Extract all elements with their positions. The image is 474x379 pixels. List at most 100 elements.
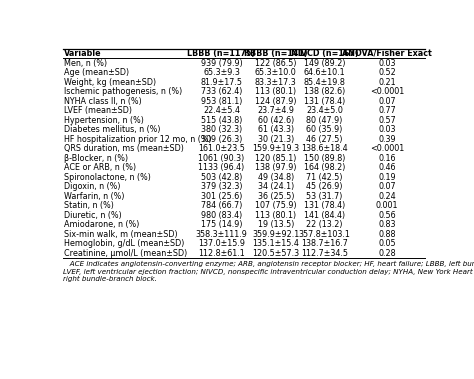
Text: 120 (85.1): 120 (85.1) — [255, 154, 296, 163]
Text: right bundle-branch block.: right bundle-branch block. — [63, 276, 157, 282]
Text: 138.7±16.7: 138.7±16.7 — [301, 240, 348, 248]
Text: Ischemic pathogenesis, n (%): Ischemic pathogenesis, n (%) — [64, 87, 182, 96]
Text: ACE indicates angiotensin-converting enzyme; ARB, angiotensin receptor blocker; : ACE indicates angiotensin-converting enz… — [63, 261, 474, 267]
Text: 131 (78.4): 131 (78.4) — [304, 201, 345, 210]
Text: 53 (31.7): 53 (31.7) — [306, 192, 343, 201]
Text: 379 (32.3): 379 (32.3) — [201, 182, 242, 191]
Text: ACE or ARB, n (%): ACE or ARB, n (%) — [64, 163, 137, 172]
Text: 0.07: 0.07 — [378, 182, 396, 191]
Text: 22 (13.2): 22 (13.2) — [306, 220, 343, 229]
Text: Diabetes mellitus, n (%): Diabetes mellitus, n (%) — [64, 125, 161, 134]
Text: Statin, n (%): Statin, n (%) — [64, 201, 114, 210]
Text: β-Blocker, n (%): β-Blocker, n (%) — [64, 154, 128, 163]
Text: 80 (47.9): 80 (47.9) — [306, 116, 343, 125]
Text: 30 (21.3): 30 (21.3) — [258, 135, 294, 144]
Text: LVEF, left ventricular ejection fraction; NIVCD, nonspecific intraventricular co: LVEF, left ventricular ejection fraction… — [63, 269, 474, 275]
Text: 0.39: 0.39 — [378, 135, 396, 144]
Text: 122 (86.5): 122 (86.5) — [255, 59, 297, 68]
Text: 164 (98.2): 164 (98.2) — [304, 163, 345, 172]
Text: 149 (89.2): 149 (89.2) — [304, 59, 346, 68]
Text: 120.5±57.3: 120.5±57.3 — [252, 249, 299, 258]
Text: Warfarin, n (%): Warfarin, n (%) — [64, 192, 125, 201]
Text: 113 (80.1): 113 (80.1) — [255, 87, 296, 96]
Text: 65.3±10.0: 65.3±10.0 — [255, 68, 297, 77]
Text: 0.46: 0.46 — [378, 163, 396, 172]
Text: 112.7±34.5: 112.7±34.5 — [301, 249, 348, 258]
Text: 1133 (96.4): 1133 (96.4) — [198, 163, 245, 172]
Text: 0.88: 0.88 — [378, 230, 396, 239]
Text: 301 (25.6): 301 (25.6) — [201, 192, 242, 201]
Text: 980 (83.4): 980 (83.4) — [201, 211, 242, 220]
Text: 1061 (90.3): 1061 (90.3) — [198, 154, 245, 163]
Text: 83.3±17.3: 83.3±17.3 — [255, 78, 297, 87]
Text: Diuretic, n (%): Diuretic, n (%) — [64, 211, 122, 220]
Text: RBBB (n=141): RBBB (n=141) — [244, 49, 308, 58]
Text: 358.3±111.9: 358.3±111.9 — [196, 230, 247, 239]
Text: 0.19: 0.19 — [378, 173, 396, 182]
Text: 107 (75.9): 107 (75.9) — [255, 201, 297, 210]
Text: 309 (26.3): 309 (26.3) — [201, 135, 242, 144]
Text: 503 (42.8): 503 (42.8) — [201, 173, 242, 182]
Text: 131 (78.4): 131 (78.4) — [304, 97, 345, 106]
Text: 135.1±15.4: 135.1±15.4 — [252, 240, 299, 248]
Text: 953 (81.1): 953 (81.1) — [201, 97, 242, 106]
Text: 81.9±17.5: 81.9±17.5 — [201, 78, 243, 87]
Text: 49 (34.8): 49 (34.8) — [258, 173, 294, 182]
Text: HF hospitalization prior 12 mo, n (%): HF hospitalization prior 12 mo, n (%) — [64, 135, 212, 144]
Text: Hypertension, n (%): Hypertension, n (%) — [64, 116, 144, 125]
Text: Variable: Variable — [64, 49, 102, 58]
Text: 0.83: 0.83 — [378, 220, 396, 229]
Text: 137.0±15.9: 137.0±15.9 — [198, 240, 245, 248]
Text: 0.56: 0.56 — [378, 211, 396, 220]
Text: 357.8±103.1: 357.8±103.1 — [299, 230, 351, 239]
Text: 60 (42.6): 60 (42.6) — [258, 116, 294, 125]
Text: 0.52: 0.52 — [378, 68, 396, 77]
Text: Six-min walk, m (mean±SD): Six-min walk, m (mean±SD) — [64, 230, 178, 239]
Text: NIVCD (n=167): NIVCD (n=167) — [291, 49, 358, 58]
Text: Creatinine, μmol/L (mean±SD): Creatinine, μmol/L (mean±SD) — [64, 249, 188, 258]
Text: 515 (43.8): 515 (43.8) — [201, 116, 242, 125]
Text: 0.03: 0.03 — [378, 125, 396, 134]
Text: 784 (66.7): 784 (66.7) — [201, 201, 242, 210]
Text: 0.16: 0.16 — [378, 154, 396, 163]
Text: 141 (84.4): 141 (84.4) — [304, 211, 345, 220]
Text: 0.28: 0.28 — [378, 249, 396, 258]
Text: 175 (14.9): 175 (14.9) — [201, 220, 242, 229]
Text: Digoxin, n (%): Digoxin, n (%) — [64, 182, 121, 191]
Text: 0.24: 0.24 — [378, 192, 396, 201]
Text: Men, n (%): Men, n (%) — [64, 59, 107, 68]
Text: <0.0001: <0.0001 — [370, 144, 404, 153]
Text: QRS duration, ms (mean±SD): QRS duration, ms (mean±SD) — [64, 144, 184, 153]
Text: Hemoglobin, g/dL (mean±SD): Hemoglobin, g/dL (mean±SD) — [64, 240, 184, 248]
Text: 0.03: 0.03 — [378, 59, 396, 68]
Text: ANOVA/Fisher Exact: ANOVA/Fisher Exact — [342, 49, 432, 58]
Text: 359.9±92.1: 359.9±92.1 — [252, 230, 300, 239]
Text: Amiodarone, n (%): Amiodarone, n (%) — [64, 220, 140, 229]
Text: LBBB (n=1175): LBBB (n=1175) — [187, 49, 255, 58]
Text: 150 (89.8): 150 (89.8) — [304, 154, 345, 163]
Text: <0.0001: <0.0001 — [370, 87, 404, 96]
Text: Age (mean±SD): Age (mean±SD) — [64, 68, 129, 77]
Text: 380 (32.3): 380 (32.3) — [201, 125, 242, 134]
Text: 71 (42.5): 71 (42.5) — [306, 173, 343, 182]
Text: 138 (82.6): 138 (82.6) — [304, 87, 345, 96]
Text: 138 (97.9): 138 (97.9) — [255, 163, 297, 172]
Text: 60 (35.9): 60 (35.9) — [306, 125, 343, 134]
Text: 113 (80.1): 113 (80.1) — [255, 211, 296, 220]
Text: 0.21: 0.21 — [378, 78, 396, 87]
Text: 0.57: 0.57 — [378, 116, 396, 125]
Text: 0.05: 0.05 — [378, 240, 396, 248]
Text: 36 (25.5): 36 (25.5) — [257, 192, 294, 201]
Text: 65.3±9.3: 65.3±9.3 — [203, 68, 240, 77]
Text: Spironolactone, n (%): Spironolactone, n (%) — [64, 173, 151, 182]
Text: 112.8±61.1: 112.8±61.1 — [198, 249, 245, 258]
Text: Weight, kg (mean±SD): Weight, kg (mean±SD) — [64, 78, 156, 87]
Text: 23.4±5.0: 23.4±5.0 — [306, 106, 343, 115]
Text: 733 (62.4): 733 (62.4) — [201, 87, 242, 96]
Text: 0.77: 0.77 — [378, 106, 396, 115]
Text: 19 (13.5): 19 (13.5) — [257, 220, 294, 229]
Text: 0.001: 0.001 — [376, 201, 398, 210]
Text: 46 (27.5): 46 (27.5) — [306, 135, 343, 144]
Text: 124 (87.9): 124 (87.9) — [255, 97, 297, 106]
Text: 45 (26.9): 45 (26.9) — [306, 182, 343, 191]
